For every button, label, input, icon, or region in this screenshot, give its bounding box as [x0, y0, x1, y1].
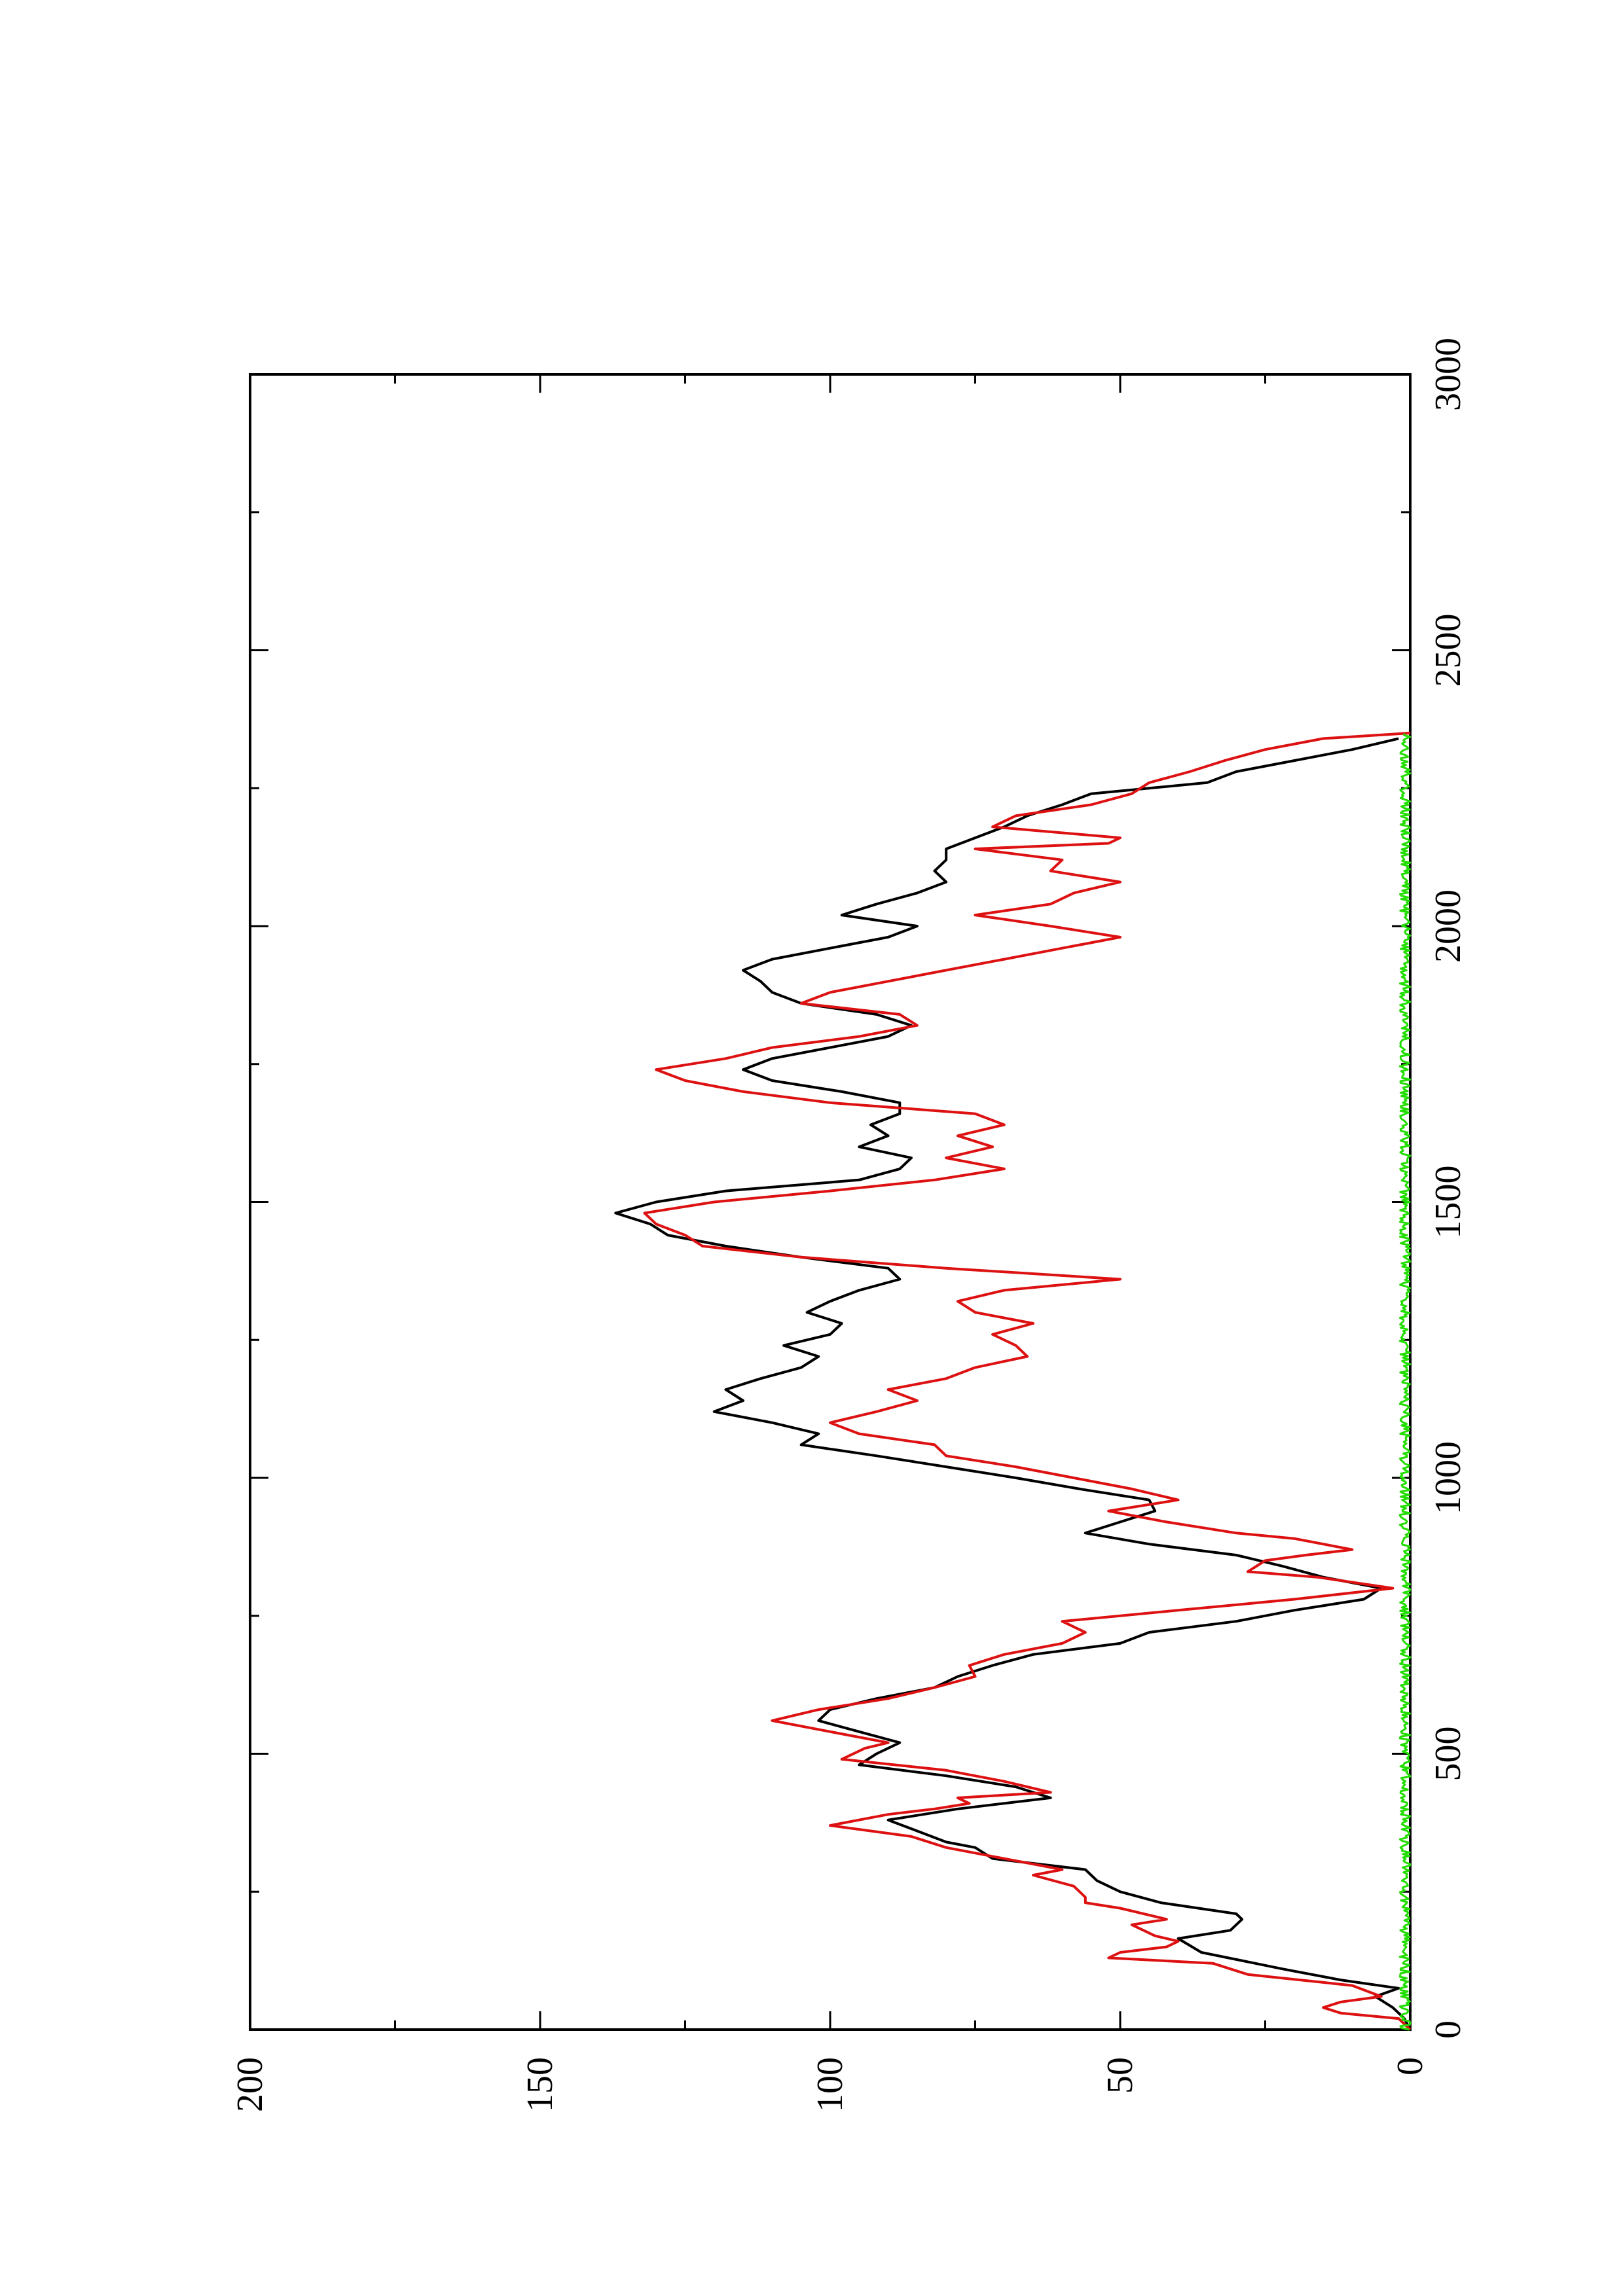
y-tick-label: 0 [1390, 2057, 1431, 2075]
x-tick-label: 3000 [1428, 338, 1468, 411]
y-tick-label: 200 [230, 2057, 270, 2112]
x-tick-label: 2000 [1428, 889, 1468, 963]
y-tick-label: 100 [810, 2057, 850, 2112]
x-tick-label: 1000 [1428, 1441, 1468, 1515]
axis-tick-labels: 0 500 1000 1500 2000 2500 3000 0 50 100 150 200 [230, 338, 1468, 2112]
y-tick-label: 50 [1100, 2057, 1140, 2094]
plot-frame [249, 373, 1412, 2031]
x-tick-label: 2500 [1428, 614, 1468, 687]
x-tick-label: 0 [1428, 2020, 1468, 2039]
series-lines [614, 732, 1412, 2031]
axis-ticks [249, 373, 1412, 2031]
x-tick-label: 500 [1428, 1727, 1468, 1782]
series-line-2 [643, 732, 1412, 2031]
series-line-3 [1398, 733, 1412, 2031]
y-tick-label: 150 [520, 2057, 560, 2112]
x-tick-label: 1500 [1428, 1166, 1468, 1239]
series-line-1 [614, 737, 1412, 2030]
